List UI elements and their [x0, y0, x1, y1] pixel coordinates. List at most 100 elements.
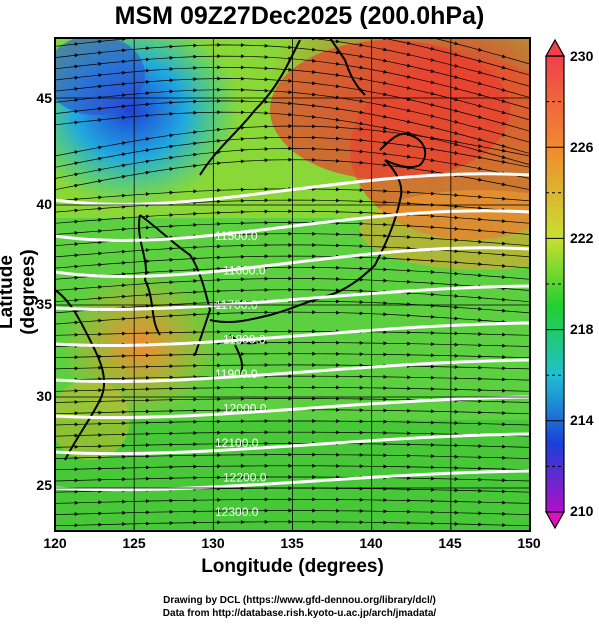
wind-arrowhead — [407, 257, 412, 262]
wind-arrowhead — [122, 48, 127, 53]
wind-arrowhead — [98, 156, 103, 161]
wind-arrowhead — [121, 163, 127, 168]
wind-arrowhead — [145, 170, 150, 175]
wind-arrowhead — [217, 464, 222, 469]
wind-arrowhead — [454, 465, 459, 470]
wind-arrowhead — [169, 190, 174, 195]
wind-arrowhead — [122, 354, 127, 358]
wind-arrowhead — [145, 159, 150, 164]
wind-arrowhead — [359, 21, 363, 25]
wind-arrowhead — [193, 453, 198, 458]
wind-arrowhead — [121, 141, 127, 146]
wind-arrowhead — [122, 193, 127, 198]
wind-arrowhead — [122, 15, 126, 19]
wind-arrowhead — [288, 276, 293, 281]
wind-arrowhead — [264, 508, 269, 513]
wind-arrowhead — [288, 329, 293, 334]
wind-arrowhead — [74, 523, 79, 528]
wind-arrowhead — [240, 125, 245, 130]
wind-arrowhead — [122, 204, 127, 209]
wind-arrowhead — [312, 419, 317, 423]
wind-arrowhead — [359, 266, 364, 271]
wind-arrowhead — [288, 198, 293, 203]
wind-arrowhead — [169, 409, 174, 413]
wind-arrowhead — [430, 158, 435, 163]
wind-arrowhead — [335, 419, 340, 424]
wind-arrowhead — [406, 154, 412, 159]
wind-arrowhead — [240, 210, 245, 214]
wind-arrowhead — [454, 86, 459, 91]
wind-arrowhead — [502, 366, 507, 371]
wind-arrowhead — [169, 375, 174, 380]
wind-arrowhead — [454, 488, 459, 493]
wind-arrowhead — [383, 453, 388, 458]
wind-arrowhead — [454, 151, 459, 155]
wind-arrowhead — [170, 11, 174, 15]
wind-arrowhead — [122, 499, 127, 504]
wind-arrowhead — [145, 431, 150, 436]
wind-arrowhead — [193, 77, 198, 82]
wind-arrowhead — [359, 497, 364, 502]
wind-arrowhead — [122, 26, 126, 30]
wind-arrowhead — [359, 138, 364, 143]
wind-arrowhead — [122, 249, 127, 254]
wind-arrowhead — [74, 172, 79, 177]
wind-arrowhead — [193, 189, 198, 194]
wind-arrowhead — [454, 226, 459, 231]
wind-arrowhead — [454, 75, 459, 79]
wind-arrowhead — [478, 466, 483, 471]
wind-arrowhead — [502, 308, 507, 313]
wind-arrowhead — [145, 510, 150, 515]
wind-arrowhead — [359, 374, 364, 379]
wind-arrowhead — [501, 99, 507, 103]
wind-arrowhead — [454, 271, 459, 276]
wind-arrowhead — [312, 519, 317, 524]
wind-arrowhead — [478, 376, 483, 381]
wind-arrowhead — [169, 155, 174, 160]
wind-arrowhead — [193, 279, 198, 283]
wind-arrowhead — [74, 500, 79, 505]
wind-arrowhead — [454, 63, 459, 68]
wind-arrowhead — [383, 408, 388, 413]
wind-arrowhead — [121, 152, 127, 157]
wind-arrowhead — [335, 125, 340, 130]
colorbar-tick-label: 226 — [570, 139, 594, 155]
wind-arrowhead — [98, 206, 103, 211]
wind-arrowhead — [98, 73, 103, 78]
wind-arrowhead — [359, 363, 364, 368]
wind-arrowhead — [312, 287, 317, 292]
colorbar-tick-label: 218 — [570, 321, 594, 337]
wind-arrowhead — [169, 442, 174, 447]
wind-arrowhead — [98, 84, 103, 89]
wind-arrowhead — [193, 431, 198, 435]
wind-arrowhead — [430, 465, 435, 470]
wind-arrowhead — [240, 43, 245, 48]
wind-arrowhead — [454, 260, 459, 265]
wind-arrowhead — [359, 453, 364, 457]
wind-arrowhead — [98, 95, 103, 100]
wind-arrowhead — [478, 126, 483, 131]
wind-arrowhead — [264, 43, 269, 48]
wind-arrowhead — [288, 242, 293, 247]
wind-arrowhead — [74, 444, 79, 449]
wind-arrowhead — [312, 158, 317, 162]
wind-arrowhead — [98, 229, 103, 234]
wind-arrowhead — [406, 108, 412, 113]
wind-arrowhead — [122, 510, 127, 515]
wind-arrowhead — [312, 14, 316, 18]
wind-arrowhead — [335, 61, 340, 66]
wind-arrowhead — [478, 500, 483, 505]
wind-arrowhead — [288, 385, 293, 390]
wind-arrowhead — [454, 454, 459, 459]
wind-arrowhead — [502, 388, 507, 393]
wind-arrowhead — [312, 135, 317, 140]
wind-arrowhead — [98, 433, 103, 437]
wind-arrowhead — [478, 115, 483, 119]
wind-arrowhead — [240, 441, 245, 446]
wind-arrowhead — [312, 363, 317, 367]
wind-arrowhead — [264, 310, 269, 315]
wind-arrowhead — [407, 453, 412, 458]
wind-arrowhead — [430, 454, 435, 459]
wind-arrowhead — [359, 149, 364, 154]
wind-arrowhead — [478, 144, 483, 148]
